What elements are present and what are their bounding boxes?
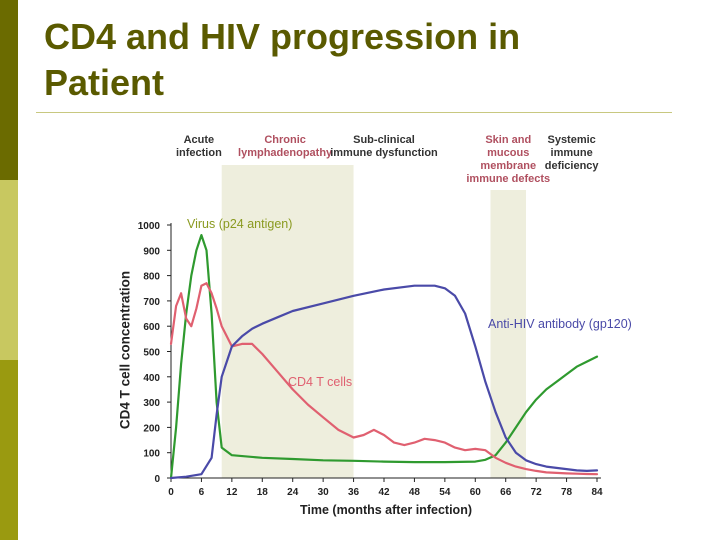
stage-label-2: Chronic lymphadenopathy [238,134,333,159]
y-tick-label-900: 900 [143,246,160,257]
stage-label-4: Skin and mucous membrane immune defects [466,134,550,185]
x-tick-label-18: 18 [257,487,269,498]
series-lines [169,234,599,480]
y-tick-label-1000: 1000 [138,221,161,232]
y-tick-label-700: 700 [143,297,160,308]
y-axis-ticks: 0 100 200 300 400 500 600 700 800 900 1000 [138,221,171,485]
chart-axes [170,223,601,479]
x-tick-label-12: 12 [226,487,238,498]
stage-label-5: Systemic immune deficiency [545,134,600,172]
slide-title-line1: CD4 and HIV progression in [44,16,521,57]
stage-band-2 [490,190,526,478]
left-accent-bar [0,0,18,540]
x-tick-label-60: 60 [470,487,482,498]
y-tick-label-100: 100 [143,449,160,460]
stage-bands [221,165,526,478]
slide-title-line2: Patient [44,62,165,103]
x-axis-label: Time (months after infection) [300,503,472,517]
slide-title: CD4 and HIV progression in Patient [44,14,644,106]
stage-band-1 [221,165,354,478]
x-tick-label-54: 54 [439,487,451,498]
x-tick-label-24: 24 [287,487,299,498]
x-tick-label-48: 48 [409,487,421,498]
x-axis-ticks: 0 6 12 18 24 30 36 42 48 54 60 66 72 78 84 [168,478,603,498]
accent-bar-top [0,0,18,180]
y-tick-label-0: 0 [154,474,160,485]
x-tick-label-36: 36 [348,487,360,498]
series-label-cd4: CD4 T cells [288,375,352,389]
series-line-virus [169,234,599,480]
series-line-cd4 [169,282,599,476]
title-divider [36,112,672,113]
stage-label-1: Acute infection [176,134,222,159]
x-tick-label-6: 6 [199,487,205,498]
x-tick-label-30: 30 [318,487,330,498]
y-tick-label-200: 200 [143,423,160,434]
y-tick-label-300: 300 [143,398,160,409]
accent-bar-middle [0,180,18,360]
y-tick-label-400: 400 [143,373,160,384]
series-line-antibody [169,284,599,480]
series-label-virus: Virus (p24 antigen) [187,217,292,231]
stage-labels: Acute infection Chronic lymphadenopathySub-… [176,134,599,185]
x-tick-label-84: 84 [591,487,603,498]
stage-label-3: Sub-clinical immune dysfunction [330,134,438,159]
x-tick-label-72: 72 [531,487,543,498]
x-tick-label-78: 78 [561,487,573,498]
x-tick-label-66: 66 [500,487,512,498]
x-tick-label-42: 42 [378,487,390,498]
y-axis-label: CD4 T cell concentration [118,271,133,429]
accent-bar-bottom [0,360,18,540]
y-tick-label-800: 800 [143,272,160,283]
y-tick-label-600: 600 [143,322,160,333]
x-tick-label-0: 0 [168,487,174,498]
series-label-antibody: Anti-HIV antibody (gp120) [488,317,632,331]
y-tick-label-500: 500 [143,348,160,359]
